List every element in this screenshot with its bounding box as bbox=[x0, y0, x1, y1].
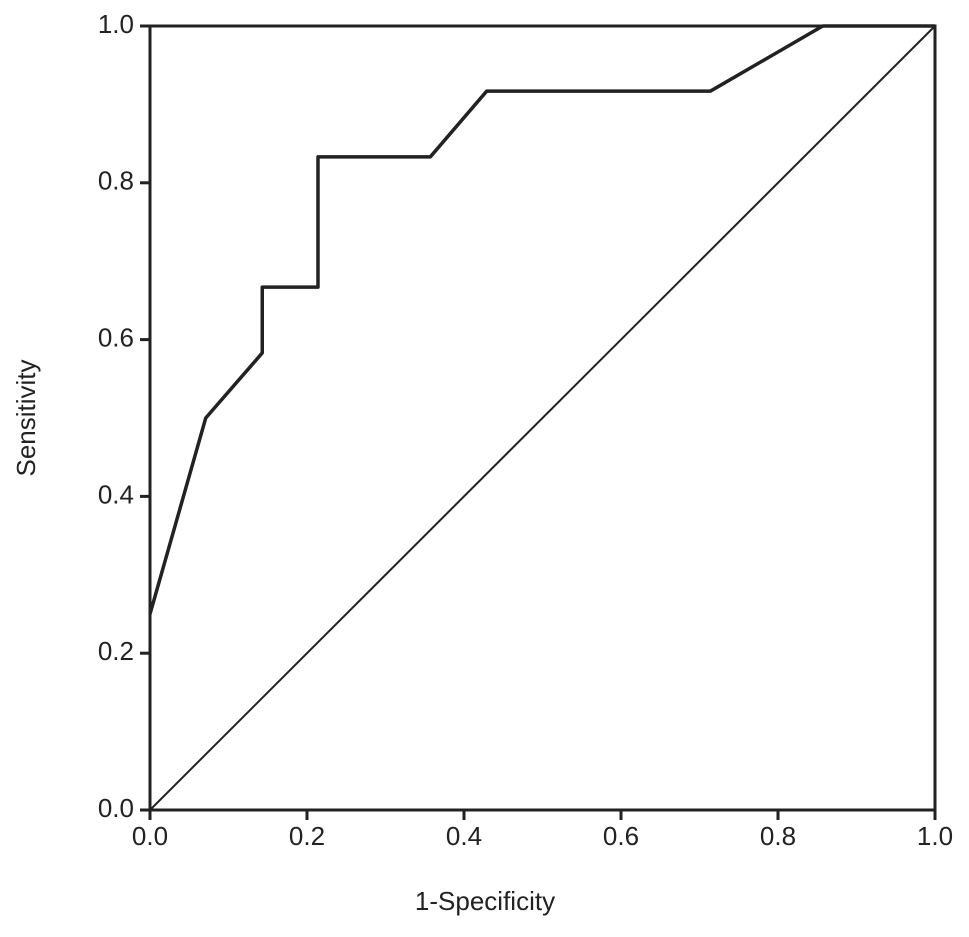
y-tick-label: 0.4 bbox=[98, 479, 134, 509]
plot-frame bbox=[148, 24, 937, 812]
y-tick-label: 1.0 bbox=[98, 9, 134, 39]
series-line bbox=[149, 25, 936, 811]
y-axis-title: Sensitivity bbox=[11, 359, 41, 476]
x-tick-label: 1.0 bbox=[917, 821, 953, 851]
x-axis-title: 1-Specificity bbox=[415, 886, 555, 916]
x-tick-label: 0.8 bbox=[760, 821, 796, 851]
x-tick-label: 0.4 bbox=[446, 821, 482, 851]
y-tick-label: 0.2 bbox=[98, 636, 134, 666]
x-tick-label: 0.2 bbox=[289, 821, 325, 851]
x-tick-label: 0.0 bbox=[132, 821, 168, 851]
series-line bbox=[148, 24, 935, 615]
y-tick-label: 0.8 bbox=[98, 166, 134, 196]
x-tick-label: 0.6 bbox=[603, 821, 639, 851]
y-tick-label: 0.6 bbox=[98, 322, 134, 352]
y-tick-label: 0.0 bbox=[98, 793, 134, 823]
